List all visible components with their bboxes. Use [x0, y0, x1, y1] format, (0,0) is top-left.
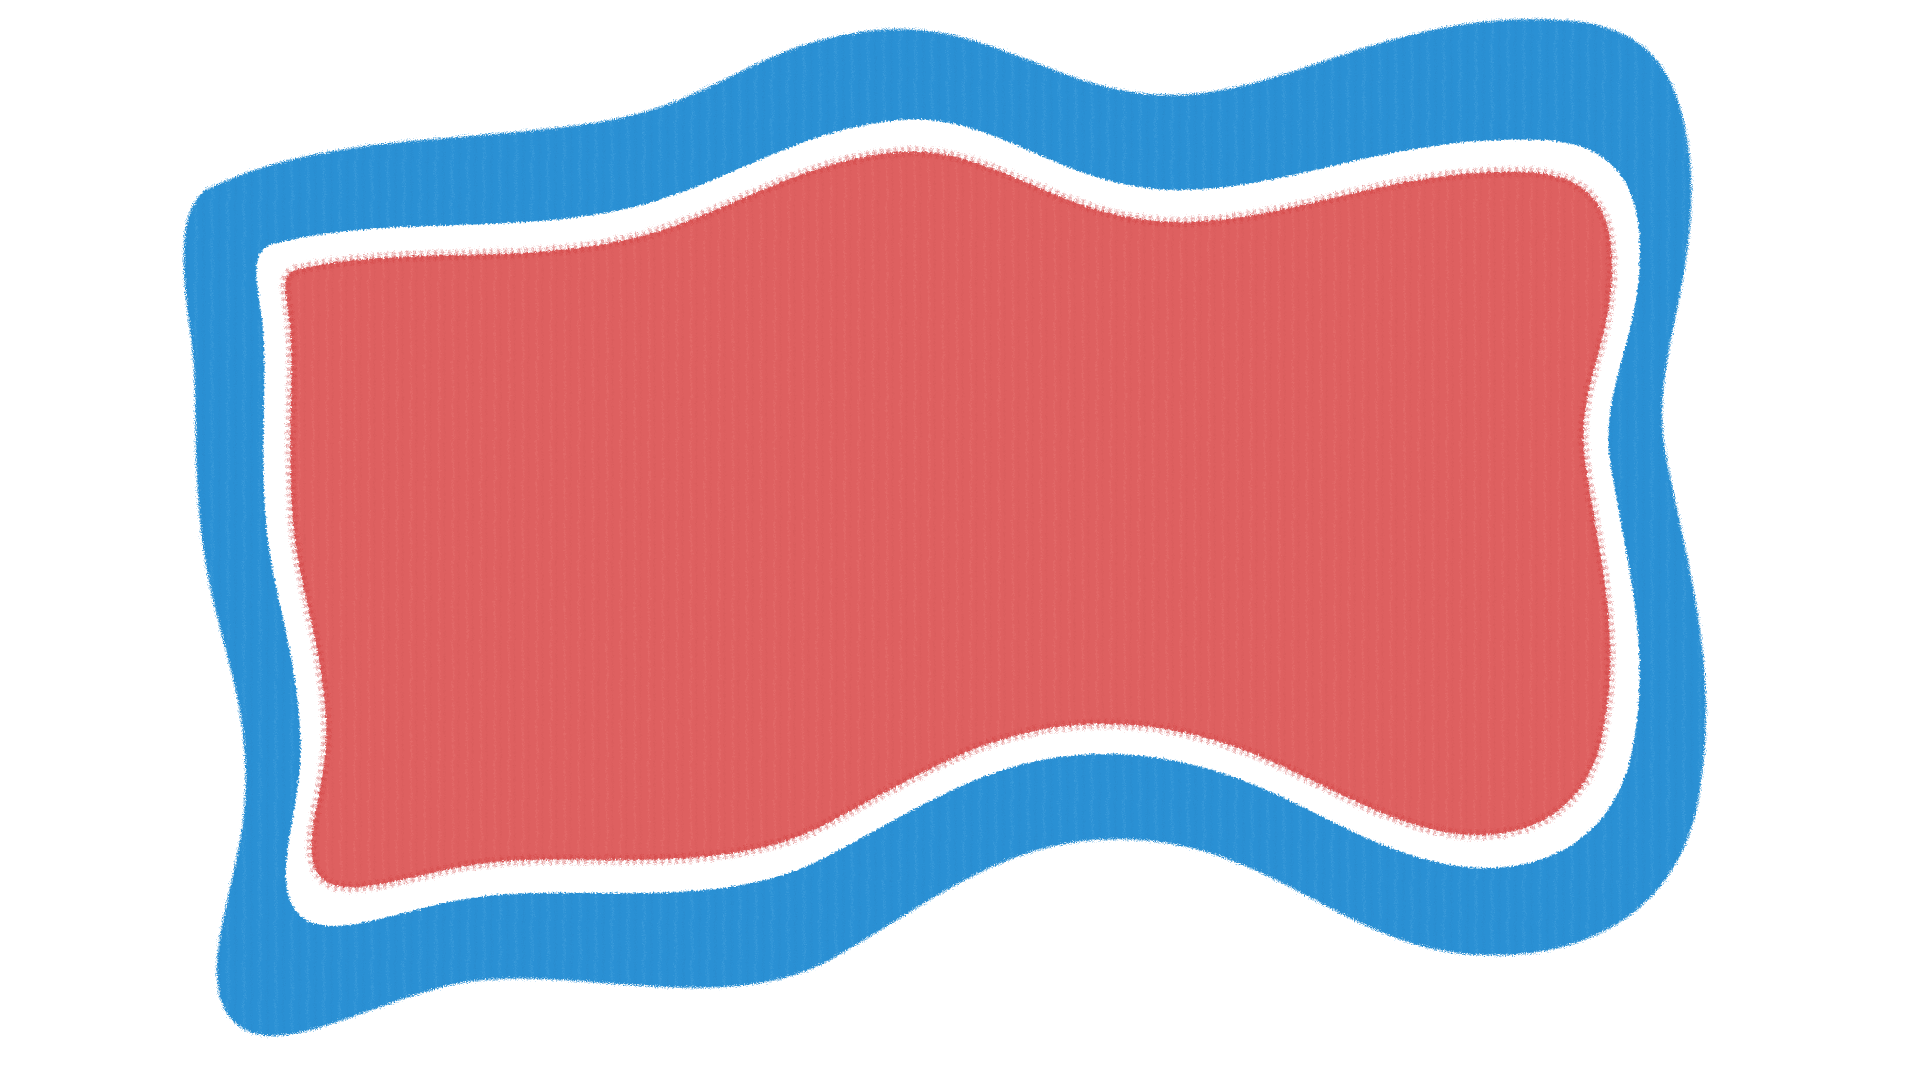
inner-fill-shape	[280, 146, 1618, 893]
